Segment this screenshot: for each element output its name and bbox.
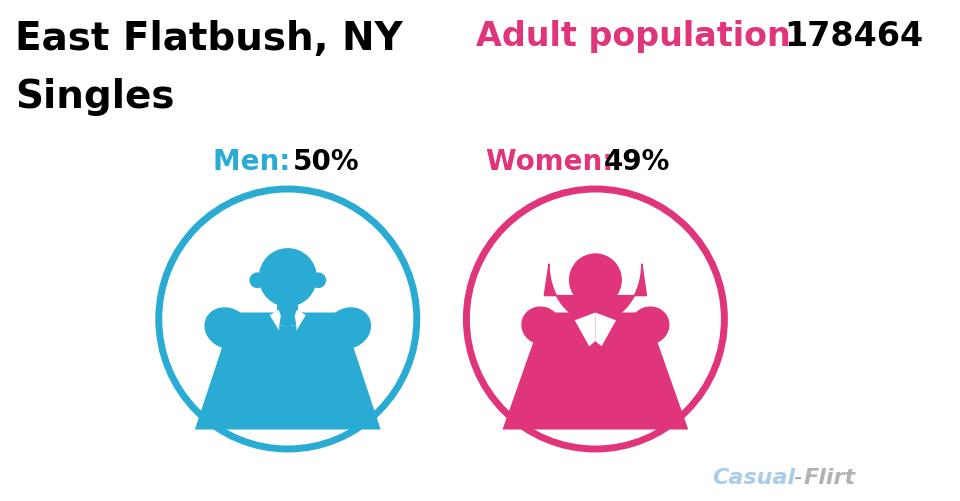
Text: 49%: 49%: [603, 148, 670, 176]
Text: Men:: Men:: [213, 148, 300, 176]
Ellipse shape: [205, 309, 250, 349]
Text: Adult population:: Adult population:: [476, 20, 816, 53]
Ellipse shape: [326, 309, 371, 349]
Text: Casual: Casual: [712, 467, 796, 487]
Circle shape: [311, 274, 325, 288]
PathPatch shape: [270, 310, 306, 345]
Circle shape: [569, 255, 621, 307]
PathPatch shape: [595, 313, 616, 347]
PathPatch shape: [195, 313, 381, 430]
PathPatch shape: [502, 313, 688, 430]
Ellipse shape: [631, 308, 669, 344]
PathPatch shape: [277, 298, 299, 313]
Text: Women:: Women:: [486, 148, 623, 176]
Text: East Flatbush, NY: East Flatbush, NY: [15, 20, 402, 58]
Text: 50%: 50%: [293, 148, 359, 176]
Text: Flirt: Flirt: [804, 467, 856, 487]
PathPatch shape: [276, 326, 299, 398]
PathPatch shape: [586, 300, 605, 313]
Text: -: -: [794, 467, 802, 487]
Circle shape: [259, 249, 316, 307]
Polygon shape: [544, 264, 646, 323]
PathPatch shape: [575, 313, 595, 347]
Text: 178464: 178464: [784, 20, 924, 53]
PathPatch shape: [279, 317, 297, 326]
Text: Singles: Singles: [15, 78, 175, 116]
Ellipse shape: [522, 308, 561, 344]
Circle shape: [251, 274, 264, 288]
